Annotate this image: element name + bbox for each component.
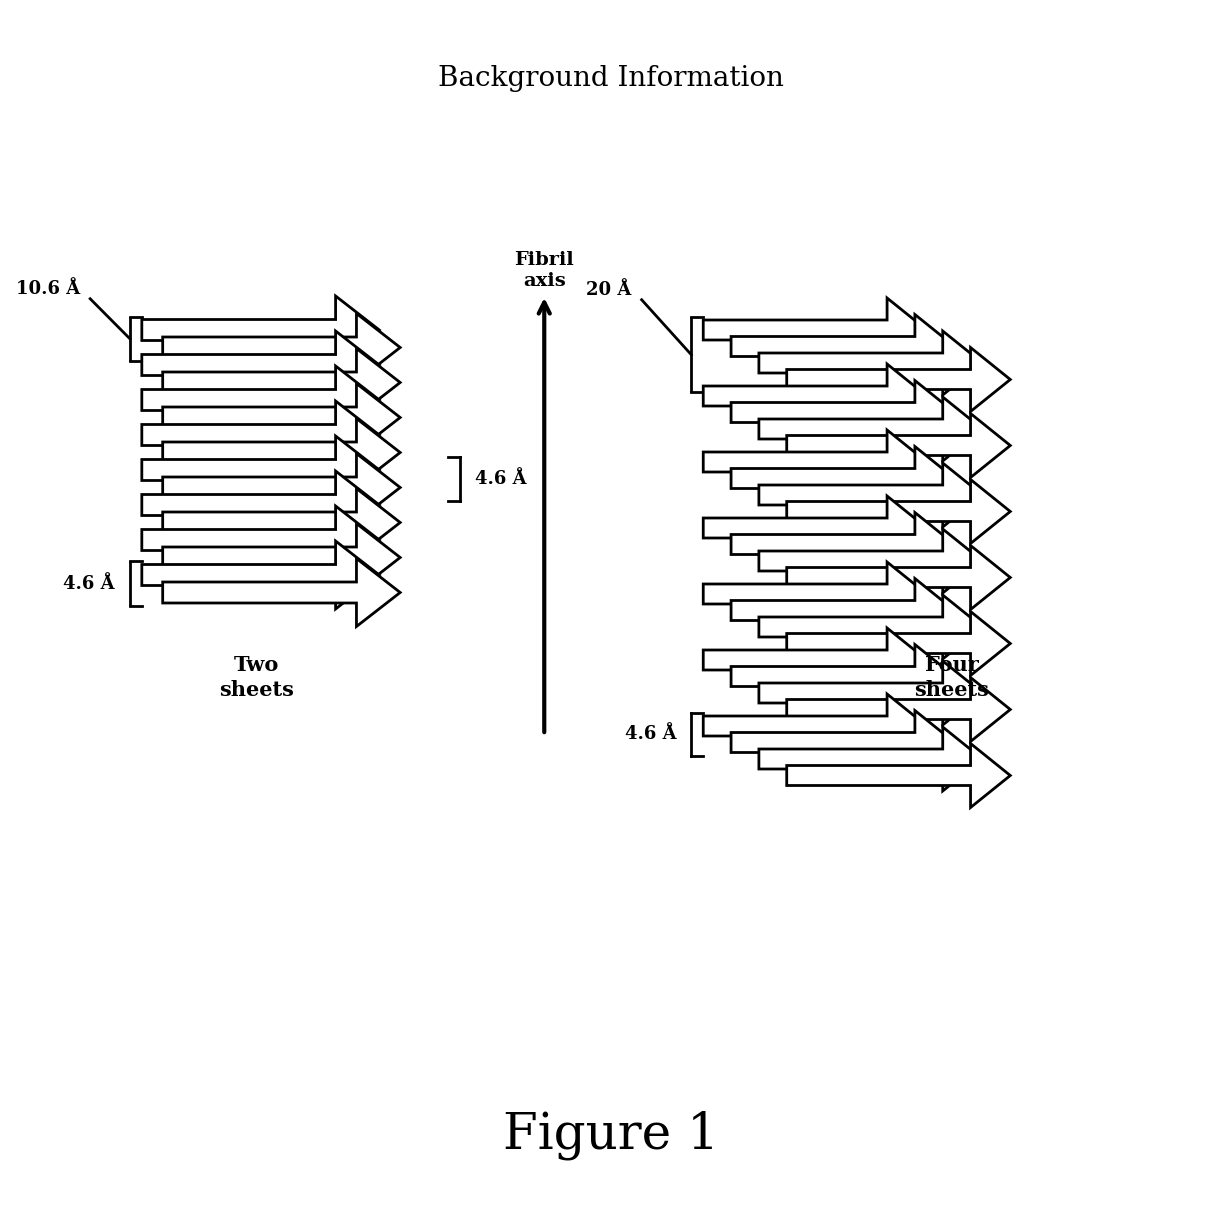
Text: 10.6 Å: 10.6 Å <box>16 279 80 298</box>
Text: Background Information: Background Information <box>438 64 784 92</box>
Polygon shape <box>163 524 401 592</box>
Text: 4.6 Å: 4.6 Å <box>475 470 527 487</box>
Polygon shape <box>787 744 1010 808</box>
Polygon shape <box>759 463 982 527</box>
Polygon shape <box>142 330 379 399</box>
Polygon shape <box>703 298 926 362</box>
Polygon shape <box>787 546 1010 610</box>
Polygon shape <box>163 349 401 417</box>
Text: Four
sheets: Four sheets <box>914 655 989 700</box>
Text: 4.6 Å: 4.6 Å <box>63 575 115 593</box>
Text: Two
sheets: Two sheets <box>219 655 294 700</box>
Polygon shape <box>759 330 982 395</box>
Polygon shape <box>703 430 926 495</box>
Polygon shape <box>787 611 1010 676</box>
Polygon shape <box>142 541 379 609</box>
Text: Fibril
axis: Fibril axis <box>515 252 574 290</box>
Polygon shape <box>731 513 954 576</box>
Polygon shape <box>787 413 1010 477</box>
Polygon shape <box>759 727 982 791</box>
Polygon shape <box>703 364 926 428</box>
Polygon shape <box>787 678 1010 741</box>
Polygon shape <box>731 578 954 643</box>
Text: Figure 1: Figure 1 <box>503 1111 719 1160</box>
Polygon shape <box>731 644 954 708</box>
Polygon shape <box>759 661 982 725</box>
Polygon shape <box>759 397 982 460</box>
Text: 20 Å: 20 Å <box>586 281 631 299</box>
Polygon shape <box>703 694 926 758</box>
Polygon shape <box>163 559 401 627</box>
Polygon shape <box>142 401 379 469</box>
Polygon shape <box>142 436 379 504</box>
Polygon shape <box>731 446 954 510</box>
Polygon shape <box>731 711 954 774</box>
Polygon shape <box>142 366 379 434</box>
Polygon shape <box>163 313 401 382</box>
Polygon shape <box>142 296 379 364</box>
Polygon shape <box>703 628 926 693</box>
Polygon shape <box>731 315 954 379</box>
Polygon shape <box>703 496 926 560</box>
Polygon shape <box>142 505 379 573</box>
Polygon shape <box>163 418 401 486</box>
Polygon shape <box>759 595 982 659</box>
Polygon shape <box>703 563 926 626</box>
Polygon shape <box>731 380 954 445</box>
Polygon shape <box>787 480 1010 543</box>
Polygon shape <box>787 347 1010 412</box>
Text: 4.6 Å: 4.6 Å <box>625 725 676 744</box>
Polygon shape <box>163 453 401 521</box>
Polygon shape <box>142 471 379 539</box>
Polygon shape <box>759 529 982 593</box>
Polygon shape <box>163 384 401 452</box>
Polygon shape <box>163 488 401 556</box>
